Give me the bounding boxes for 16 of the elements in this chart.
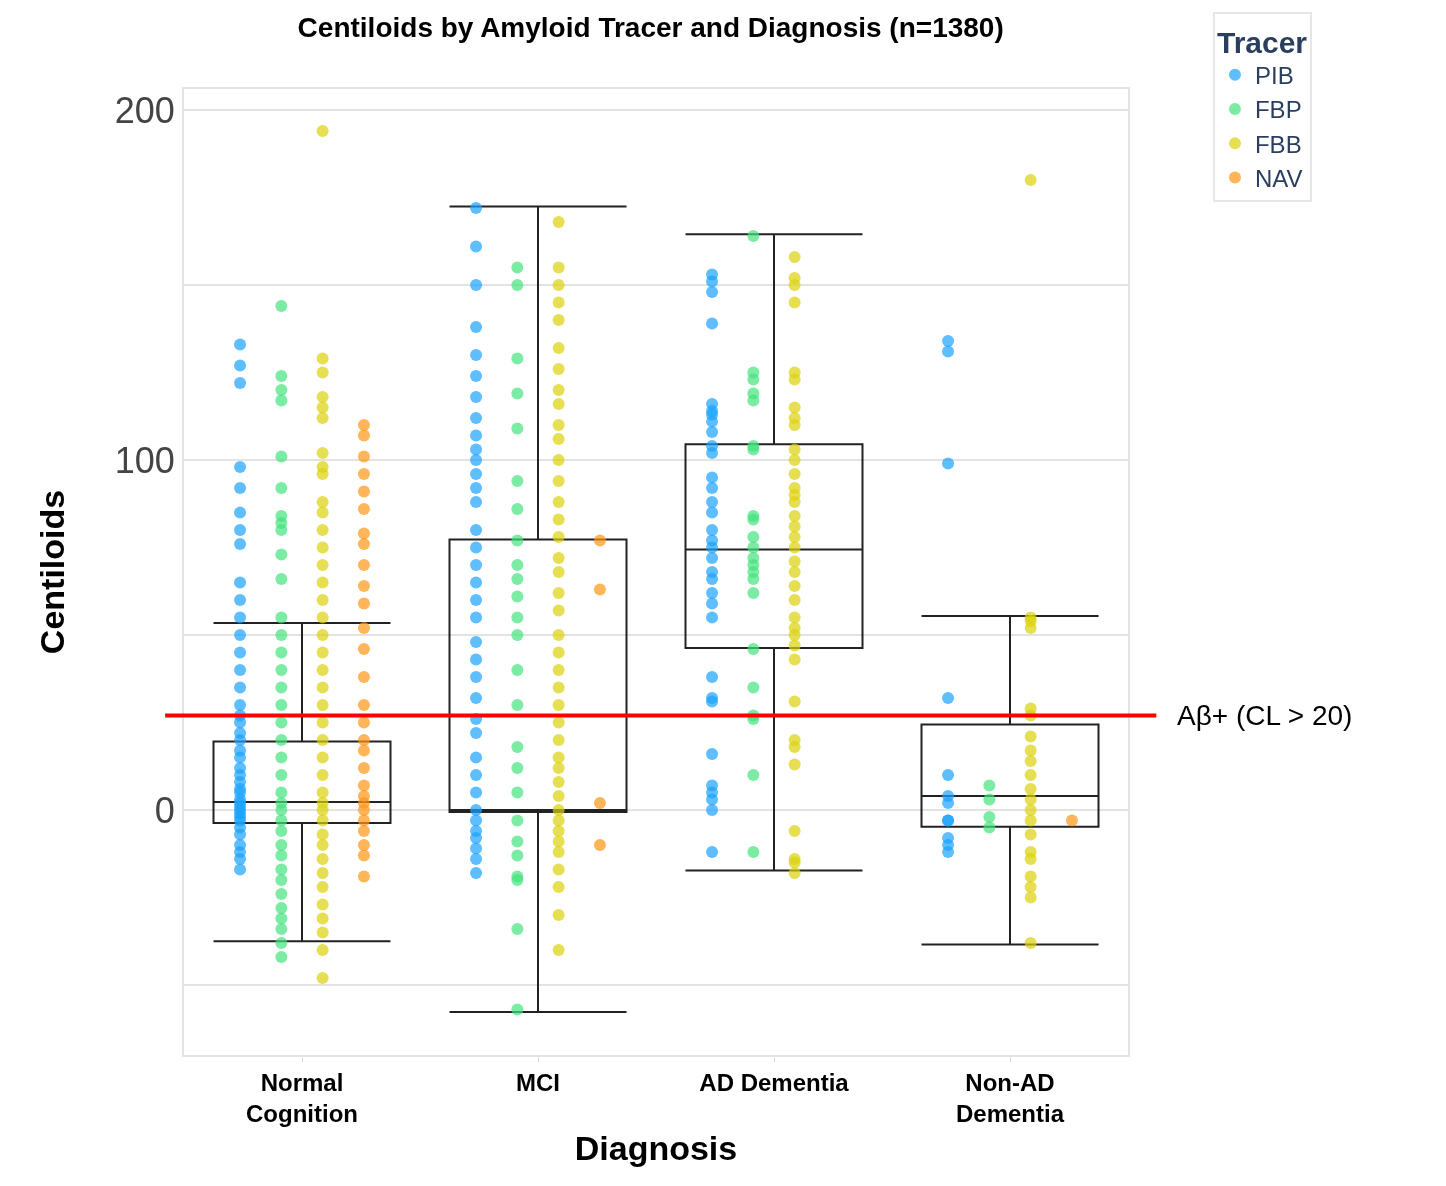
legend-title: Tracer — [1216, 25, 1308, 59]
x-axis-title: Diagnosis — [574, 1128, 738, 1167]
x-tick-label: Normal Cognition — [246, 1068, 358, 1127]
ref-line-label: Aβ+ (CL > 20) — [1177, 700, 1353, 731]
y-tick-label: 100 — [114, 439, 175, 481]
x-tick-label: MCI — [516, 1068, 560, 1096]
x-tick-label: AD Dementia — [699, 1068, 850, 1096]
chart-title: Centiloids by Amyloid Tracer and Diagnosis (n=1380) — [297, 12, 1004, 44]
y-axis-title: Centiloids — [32, 489, 71, 655]
y-tick-label: 0 — [154, 789, 175, 831]
legend-label: FBB — [1254, 130, 1302, 158]
legend-label: PIB — [1254, 62, 1294, 90]
y-tick-label: 200 — [114, 89, 175, 131]
legend-label: NAV — [1254, 164, 1303, 192]
x-tick-label: Non-AD Dementia — [955, 1068, 1065, 1127]
legend-label: FBP — [1254, 96, 1302, 124]
